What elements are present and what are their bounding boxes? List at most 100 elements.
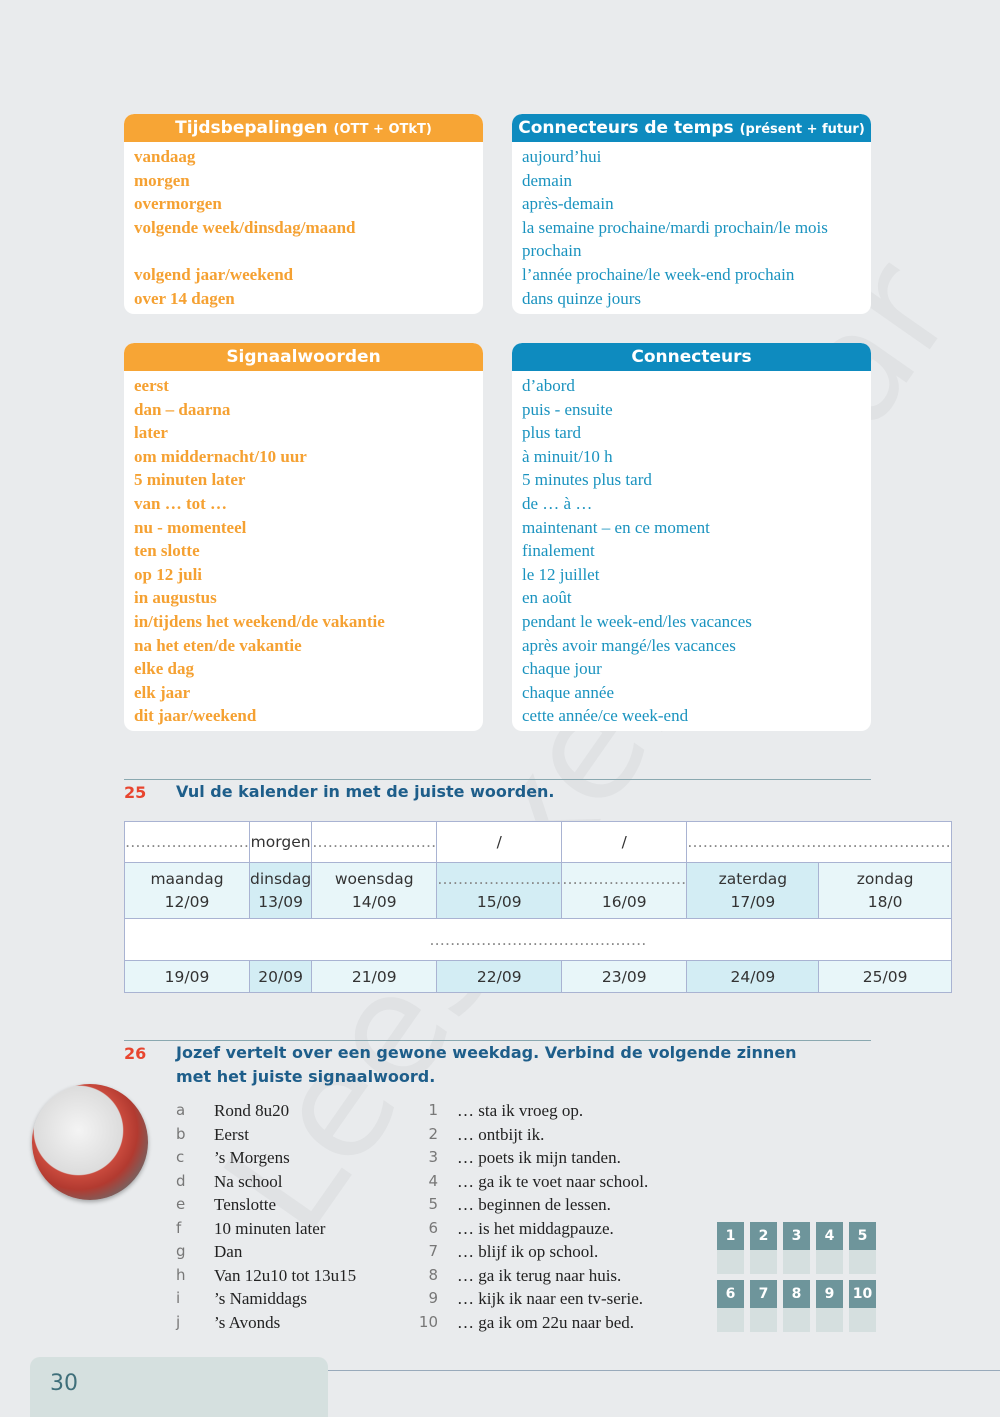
fill-blank[interactable]: …………………… [312,833,437,851]
list-item: morgen [134,170,190,190]
answer-box[interactable]: 8 [783,1280,810,1332]
list-item: d [176,1171,186,1190]
list-item: ’s Avonds [214,1312,281,1332]
list-item: g [176,1242,186,1260]
box-connecteurs: Connecteurs d’abord puis - ensuite plus ta… [512,343,871,731]
answer-box[interactable]: 6 [717,1280,744,1332]
list-item: j [176,1312,181,1331]
calendar-day-cell: …………………… 15/09 [436,862,563,919]
date: 19/09 [124,960,250,993]
calendar-cell[interactable]: …………………… [124,821,250,863]
calendar-day-cell: zondag 18/0 [818,862,952,919]
list-item: pendant le week-end/les vacances [522,611,752,631]
blank-week-label[interactable]: …………………………………… [124,918,952,961]
fill-blank[interactable]: …………………… [125,833,249,851]
answer-box[interactable]: 9 [816,1280,843,1332]
box-connecteurs-de-temps: Connecteurs de temps (présent + futur) a… [512,114,871,314]
list-item: 4 [428,1171,438,1190]
calendar-cell[interactable]: …………………………………………… [686,821,952,863]
date: 13/09 [258,892,303,911]
box-title: Tijdsbepalingen [175,118,328,138]
list-item: finalement [522,541,595,561]
list-item: … ga ik te voet naar school. [457,1171,649,1191]
list-item: na het eten/de vakantie [134,635,302,655]
list-item: 10 minuten later [214,1218,326,1238]
cell-text: morgen [250,833,311,851]
phrases-column: Rond 8u20 Eerst ’s Morgens Na school Tenslot… [214,1099,356,1334]
list-item: la semaine prochaine/mardi prochain/le m… [522,217,828,261]
list-item: 3 [428,1148,438,1166]
list-item: elk jaar [134,682,191,702]
list-item: eerst [134,376,169,395]
list-item: 10 [418,1312,438,1331]
fill-blank[interactable]: …………………… [562,869,687,888]
list-item: dans quinze jours [522,288,641,308]
divider [124,1040,871,1041]
list-item: elke dag [134,659,194,679]
box-header: Tijdsbepalingen (OTT + OTkT) [124,114,483,142]
list-item: ’s Namiddags [214,1289,308,1308]
fill-blank[interactable]: …………………… [437,869,562,888]
answer-box[interactable]: 5 [849,1222,876,1274]
calendar-cell[interactable]: / [561,821,688,863]
answer-box[interactable]: 10 [849,1280,876,1332]
list-item: d’abord [522,376,575,395]
list-item: volgende week/dinsdag/maand [134,217,356,237]
list-item: Eerst [214,1124,249,1144]
fill-blank[interactable]: …………………………………… [429,930,647,949]
day-name: woensdag [334,869,414,888]
answer-box[interactable]: 1 [717,1222,744,1274]
answer-label: 3 [783,1222,810,1250]
list-item: en août [522,588,572,608]
day-name: zondag [856,869,914,888]
date: 15/09 [476,892,522,911]
list-item: … kijk ik naar een tv-serie. [457,1289,643,1308]
list-item: à minuit/10 h [522,446,613,466]
list-item: … ontbijt ik. [457,1124,545,1144]
list-item: le 12 juillet [522,564,600,584]
calendar-cell[interactable]: morgen [248,821,313,863]
list-item: van … tot … [134,493,228,513]
list-item: … is het middagpauze. [457,1218,614,1238]
list-item: Van 12u10 tot 13u15 [214,1265,357,1285]
list-item: ’s Morgens [214,1148,290,1167]
list-item: c [176,1148,185,1166]
list-item: 8 [428,1265,438,1284]
list-item: 6 [428,1218,438,1237]
calendar-cell[interactable]: / [436,821,563,863]
exercise-number: 26 [124,1044,147,1063]
list-item: … poets ik mijn tanden. [457,1148,621,1167]
list-item: a [176,1101,186,1119]
calendar-cell[interactable]: …………………… [311,821,438,863]
list-item: Rond 8u20 [214,1101,290,1120]
list-item: overmorgen [134,194,222,214]
box-title: Connecteurs de temps [518,118,734,138]
fill-blank[interactable]: …………………………………………… [687,833,951,851]
answer-box[interactable]: 4 [816,1222,843,1274]
page-footer-tab: 30 [30,1357,328,1417]
list-item: … beginnen de lessen. [457,1195,611,1214]
answer-box[interactable]: 3 [783,1222,810,1274]
box-header: Signaalwoorden [124,343,483,371]
list-item: f [176,1218,182,1237]
exercise-title: Jozef vertelt over een gewone weekdag. V… [176,1043,797,1086]
exercise-title: Vul de kalender in met de juiste woorden… [176,782,555,801]
day-name: maandag [150,869,224,888]
answer-label: 6 [717,1280,744,1308]
list-item: dit jaar/weekend [134,706,257,726]
answer-box[interactable]: 7 [750,1280,777,1332]
list-item: volgend jaar/weekend [134,264,294,284]
box-tijdsbepalingen: Tijdsbepalingen (OTT + OTkT) vandaag morg… [124,114,483,314]
answer-label: 2 [750,1222,777,1250]
answer-box[interactable]: 2 [750,1222,777,1274]
list-item: in augustus [134,588,217,608]
box-header: Connecteurs de temps (présent + futur) [512,114,871,142]
list-item: … ga ik terug naar huis. [457,1265,622,1285]
list-item: vandaag [134,147,196,166]
list-item: puis - ensuite [522,399,613,419]
list-item: e [176,1195,186,1213]
date: 23/09 [561,960,688,993]
list-item: b [176,1124,186,1143]
list-item: 2 [428,1124,438,1143]
list-item: op 12 juli [134,564,203,584]
